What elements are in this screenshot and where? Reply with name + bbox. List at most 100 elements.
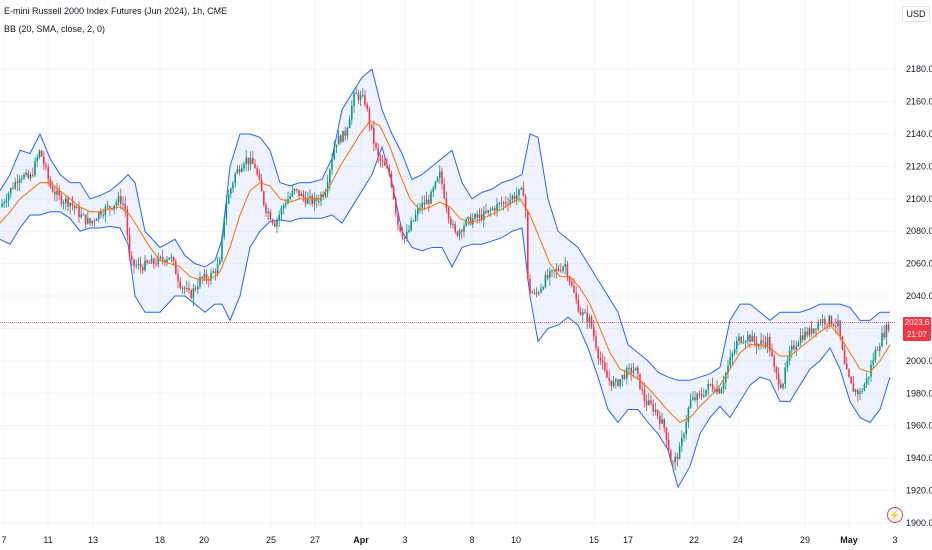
- candle-body: [643, 389, 646, 401]
- candle-body: [38, 150, 41, 158]
- candle-body: [432, 188, 434, 192]
- lightning-icon[interactable]: ⚡: [887, 507, 903, 523]
- candle-body: [639, 373, 641, 390]
- candle-body: [505, 202, 507, 204]
- candle-body: [821, 319, 824, 323]
- candle-body: [269, 211, 272, 220]
- candle-body: [650, 400, 652, 404]
- candle-body: [535, 292, 538, 294]
- candle-body: [203, 273, 206, 279]
- candle-body: [102, 215, 104, 217]
- currency-button[interactable]: USD: [902, 6, 930, 22]
- candle-body: [412, 220, 415, 222]
- candle-body: [619, 379, 621, 386]
- candle-body: [93, 220, 96, 222]
- candle-body: [881, 333, 883, 347]
- candle-body: [718, 388, 720, 394]
- last-price-badge: 2023.6 21:07: [903, 316, 931, 341]
- candle-body: [593, 327, 595, 337]
- candle-body: [139, 263, 142, 268]
- candle-body: [159, 256, 162, 258]
- candle-body: [685, 422, 687, 435]
- candle-body: [742, 342, 745, 344]
- candle-body: [423, 202, 426, 205]
- candle-body: [190, 290, 192, 299]
- candle-body: [300, 193, 302, 197]
- candle-body: [498, 203, 500, 205]
- candle-body: [483, 211, 485, 221]
- x-tick-label: 3: [402, 535, 407, 545]
- candle-body: [648, 400, 650, 405]
- candle-body: [1, 203, 3, 207]
- candle-body: [744, 341, 747, 343]
- candle-body: [604, 362, 606, 371]
- y-tick-label: 2080.0: [906, 226, 932, 236]
- candle-body: [150, 258, 153, 264]
- bollinger-bands: [0, 68, 891, 489]
- candle-body: [199, 277, 201, 287]
- candle-body: [507, 203, 509, 205]
- candle-body: [489, 209, 492, 211]
- candle-body: [276, 219, 278, 227]
- candle-body: [137, 263, 140, 266]
- candle-body: [694, 397, 696, 401]
- candle-body: [225, 203, 228, 219]
- candle-body: [654, 409, 657, 412]
- candle-body: [729, 357, 731, 366]
- x-tick-label: 10: [511, 535, 521, 545]
- candle-body: [388, 167, 390, 174]
- candle-body: [795, 346, 797, 350]
- candle-body: [381, 160, 384, 163]
- candle-body: [760, 340, 762, 345]
- candle-body: [637, 367, 639, 374]
- candle-body: [318, 200, 320, 202]
- candle-body: [32, 174, 34, 176]
- candle-body: [538, 292, 540, 294]
- candle-body: [109, 205, 111, 209]
- candle-body: [386, 165, 388, 168]
- candle-body: [799, 335, 802, 343]
- candle-body: [630, 367, 632, 374]
- x-tick-label: 27: [310, 535, 320, 545]
- y-tick-label: 2120.0: [906, 161, 932, 171]
- y-tick-label: 2000.0: [906, 356, 932, 366]
- candle-body: [122, 203, 124, 205]
- candle-body: [179, 281, 181, 288]
- candle-body: [326, 182, 329, 193]
- candle-body: [408, 230, 410, 232]
- candle-body: [758, 344, 760, 347]
- candle-body: [355, 92, 357, 94]
- x-tick-label: 29: [800, 535, 810, 545]
- candle-body: [117, 196, 120, 203]
- candle-body: [500, 203, 503, 205]
- candle-body: [773, 356, 775, 367]
- candle-body: [711, 384, 714, 390]
- candle-body: [395, 198, 397, 214]
- candle-body: [597, 348, 599, 359]
- candle-body: [234, 173, 236, 183]
- candle-body: [34, 161, 36, 176]
- indicator-label[interactable]: BB (20, SMA, close, 2, 0): [4, 24, 106, 34]
- candle-body: [672, 461, 674, 463]
- candle-body: [698, 393, 701, 395]
- candle-body: [606, 370, 608, 378]
- candle-body: [553, 270, 555, 272]
- candle-body: [439, 171, 441, 178]
- candle-body: [769, 337, 771, 352]
- candle-body: [793, 345, 795, 350]
- candle-body: [542, 287, 544, 289]
- candle-body: [584, 312, 586, 314]
- candle-body: [670, 450, 672, 462]
- y-tick-label: 1980.0: [906, 388, 932, 398]
- candle-body: [579, 311, 582, 316]
- candle-body: [428, 199, 430, 204]
- candle-body: [307, 197, 309, 204]
- candle-body: [366, 104, 368, 109]
- candle-body: [21, 178, 23, 180]
- candle-body: [379, 156, 382, 161]
- candle-body: [738, 336, 740, 342]
- candle-body: [824, 319, 826, 325]
- candle-body: [566, 264, 569, 277]
